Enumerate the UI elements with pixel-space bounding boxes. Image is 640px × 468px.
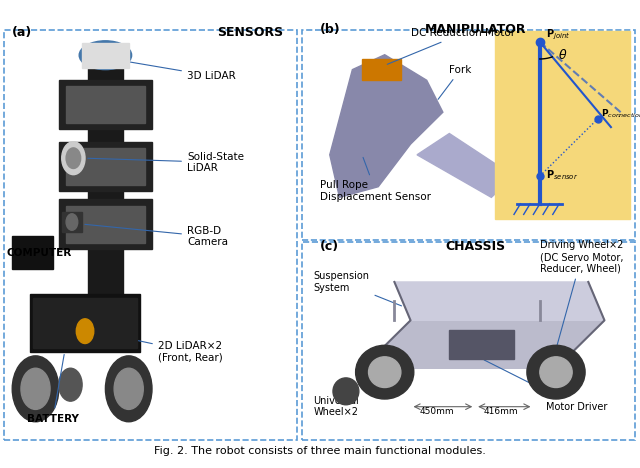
Text: Solid-State
LiDAR: Solid-State LiDAR [88,152,244,173]
Bar [29,294,140,352]
Text: SENSORS: SENSORS [217,26,283,39]
Circle shape [66,214,77,230]
Bar [449,330,514,358]
Bar [12,236,53,270]
Bar [82,43,129,67]
Polygon shape [362,320,605,368]
Text: Fig. 2. The robot consists of three main functional modules.: Fig. 2. The robot consists of three main… [154,446,486,456]
Text: Driving Wheel×2
(DC Servo Motor,
Reducer, Wheel): Driving Wheel×2 (DC Servo Motor, Reducer… [540,241,623,346]
Text: 450mm: 450mm [419,407,454,417]
Circle shape [21,368,50,410]
Text: $\mathbf{P}_{joint}$: $\mathbf{P}_{joint}$ [547,28,571,43]
Text: CHASSIS: CHASSIS [445,240,505,253]
Ellipse shape [333,378,359,405]
Bar [33,298,138,348]
Bar [66,86,145,123]
FancyBboxPatch shape [4,30,297,440]
Text: (a): (a) [12,26,33,39]
Text: $\theta$: $\theta$ [557,48,567,62]
Ellipse shape [79,41,132,70]
Polygon shape [394,282,605,320]
Text: (b): (b) [320,23,340,36]
Text: Universal
Wheel×2: Universal Wheel×2 [314,391,359,417]
Polygon shape [330,55,443,197]
Text: Suspension
System: Suspension System [314,271,401,306]
Text: $\mathbf{P}_{connection}$: $\mathbf{P}_{connection}$ [601,108,640,120]
Bar [59,142,152,191]
Text: Motor Driver: Motor Driver [484,360,607,412]
Text: RGB-D
Camera: RGB-D Camera [85,224,228,247]
Circle shape [12,356,59,422]
Bar [495,31,630,219]
Text: BATTERY: BATTERY [27,354,79,424]
Bar [362,59,401,80]
Text: Pull Rope
Displacement Sensor: Pull Rope Displacement Sensor [320,157,431,202]
Text: (c): (c) [320,240,339,253]
Polygon shape [417,133,514,197]
Text: Fork: Fork [438,65,472,99]
Circle shape [76,319,94,344]
Text: 416mm: 416mm [484,407,518,417]
Bar [88,67,123,323]
Circle shape [59,368,82,401]
FancyBboxPatch shape [302,242,635,440]
Text: 3D LiDAR: 3D LiDAR [117,60,236,81]
Circle shape [106,356,152,422]
Text: COMPUTER: COMPUTER [6,248,72,258]
Bar [66,148,145,185]
Bar [59,199,152,249]
Ellipse shape [527,345,585,399]
Bar [66,205,145,242]
Bar [61,212,82,232]
Text: DC Reduction Motor: DC Reduction Motor [387,29,515,64]
Circle shape [114,368,143,410]
Text: MANIPULATOR: MANIPULATOR [424,23,526,36]
Circle shape [66,148,81,168]
Ellipse shape [540,357,572,388]
Ellipse shape [369,357,401,388]
Bar [59,80,152,129]
Ellipse shape [356,345,414,399]
Text: $\mathbf{P}_{sensor}$: $\mathbf{P}_{sensor}$ [547,168,579,182]
Text: 2D LiDAR×2
(Front, Rear): 2D LiDAR×2 (Front, Rear) [97,332,223,363]
FancyBboxPatch shape [302,30,635,240]
Circle shape [61,142,85,175]
